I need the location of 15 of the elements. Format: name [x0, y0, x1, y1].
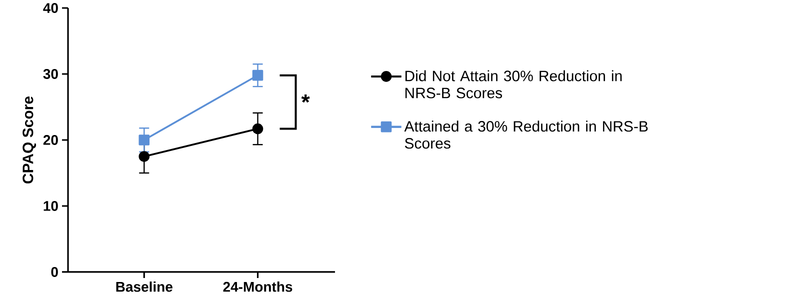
y-tick-label: 40	[43, 3, 58, 13]
point	[252, 123, 264, 134]
y-tick-label: 10	[44, 201, 58, 211]
point	[138, 134, 150, 146]
y-tick-label: 30	[43, 69, 58, 79]
x-tick-label: Baseline	[116, 282, 172, 292]
point	[252, 70, 264, 81]
x-tick-label: 24-Months	[223, 282, 292, 292]
point	[138, 151, 150, 162]
y-tick-label: 0	[51, 267, 58, 277]
y-tick-label: 20	[43, 135, 58, 145]
annotation: *	[301, 94, 310, 103]
legend-label: Attained a 30% Reduction in NRS-B Scores	[404, 120, 648, 149]
y-axis-title: CPAQ Score	[22, 96, 36, 184]
legend-label: Did Not Attain 30% Reduction in NRS-B Scores	[405, 70, 622, 98]
